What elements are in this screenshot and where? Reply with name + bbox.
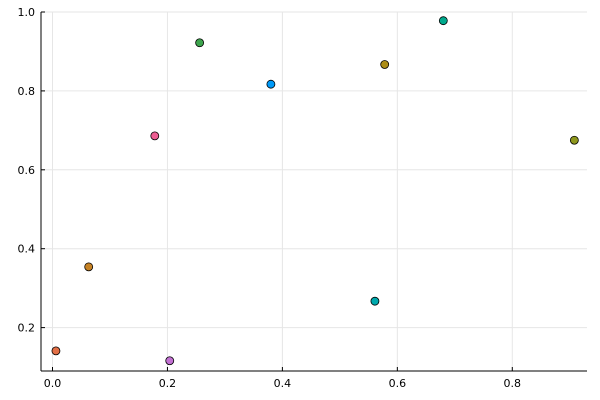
point-layer: [51, 16, 579, 366]
scatter-point: [150, 131, 160, 141]
scatter-point: [380, 60, 390, 69]
y-tick-label: 0.6: [18, 164, 36, 177]
x-tick-label: 0.0: [44, 377, 62, 390]
scatter-point: [266, 79, 276, 89]
scatter-point: [195, 38, 205, 48]
grid-layer: [41, 11, 587, 371]
scatter-point: [569, 135, 579, 145]
y-tick-label: 0.2: [18, 322, 36, 335]
y-tick-label: 0.4: [18, 243, 36, 256]
scatter-point: [51, 346, 61, 356]
x-tick-label: 0.4: [274, 377, 292, 390]
scatter-point: [84, 262, 94, 272]
x-tick-label: 0.6: [389, 377, 407, 390]
y-tick-label: 0.8: [18, 85, 36, 98]
scatter-point: [438, 16, 448, 26]
x-tick-label: 0.8: [504, 377, 522, 390]
axis-layer: [40, 12, 587, 372]
scatter-point: [370, 296, 380, 306]
tick-layer: 0.0 0.2 0.4 0.6 0.8 0.2 0.4 0.6 0.8 1.0: [18, 6, 522, 390]
x-tick-label: 0.2: [159, 377, 177, 390]
scatter-point: [165, 356, 175, 366]
y-tick-label: 1.0: [18, 6, 36, 19]
